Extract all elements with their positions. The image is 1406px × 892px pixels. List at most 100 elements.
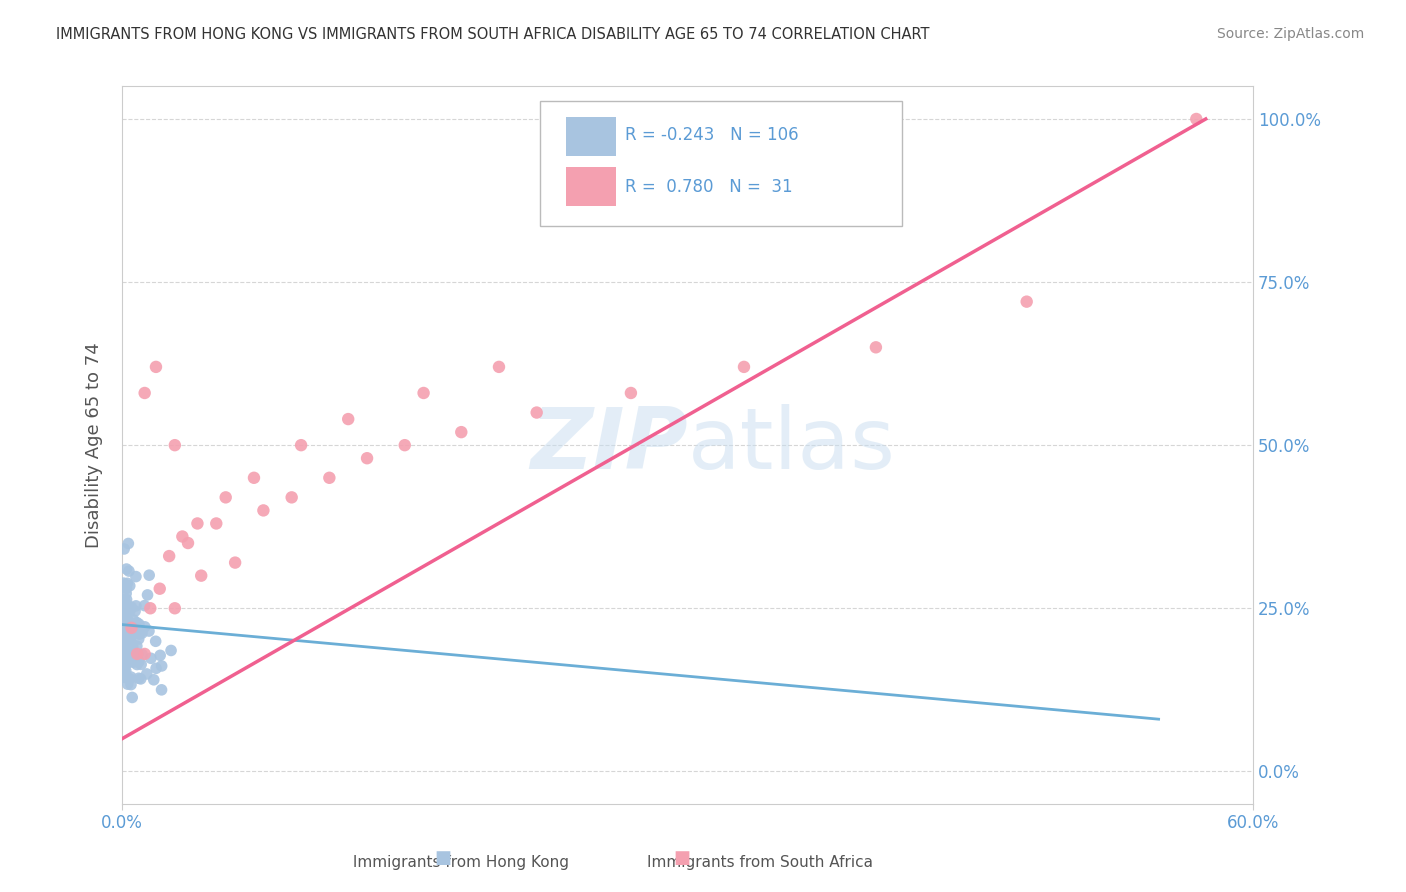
Point — [114, 617, 136, 632]
Point — [129, 672, 152, 686]
Point — [125, 657, 148, 672]
Point — [111, 614, 134, 628]
Point — [115, 562, 138, 576]
Point — [134, 599, 156, 613]
Point — [127, 647, 149, 661]
Point — [121, 640, 143, 654]
Point — [112, 613, 135, 627]
Point — [120, 670, 142, 684]
Point — [172, 529, 194, 543]
Point — [121, 626, 143, 640]
Point — [620, 386, 643, 401]
Point — [121, 653, 143, 667]
Point — [115, 611, 138, 625]
FancyBboxPatch shape — [540, 101, 903, 227]
Point — [125, 619, 148, 633]
Point — [150, 659, 173, 673]
Point — [112, 576, 135, 591]
Point — [280, 491, 302, 505]
Point — [117, 576, 139, 591]
Point — [125, 599, 148, 613]
Point — [112, 611, 135, 625]
Point — [145, 359, 167, 374]
Point — [111, 600, 134, 615]
Point — [112, 592, 135, 607]
Point — [114, 625, 136, 640]
Point — [111, 602, 134, 616]
Point — [124, 648, 146, 662]
Point — [111, 612, 134, 626]
Point — [224, 556, 246, 570]
Point — [120, 634, 142, 648]
Point — [488, 359, 510, 374]
Point — [128, 627, 150, 641]
Point — [145, 661, 167, 675]
FancyBboxPatch shape — [567, 168, 616, 206]
Point — [122, 613, 145, 627]
Point — [394, 438, 416, 452]
Point — [205, 516, 228, 531]
Point — [121, 690, 143, 705]
Point — [112, 597, 135, 611]
Point — [112, 596, 135, 610]
Point — [121, 621, 143, 635]
Text: R =  0.780   N =  31: R = 0.780 N = 31 — [626, 178, 793, 196]
Point — [215, 491, 238, 505]
Point — [114, 670, 136, 684]
Point — [142, 673, 165, 687]
Point — [125, 569, 148, 583]
Point — [115, 656, 138, 670]
Point — [134, 386, 156, 401]
Point — [118, 672, 141, 686]
Text: ZIP: ZIP — [530, 404, 688, 487]
Point — [149, 582, 172, 596]
Point — [318, 471, 340, 485]
Point — [114, 664, 136, 678]
Point — [115, 637, 138, 651]
Point — [121, 624, 143, 639]
Point — [128, 617, 150, 632]
Point — [356, 451, 378, 466]
Point — [117, 655, 139, 669]
Point — [865, 340, 887, 354]
Point — [115, 599, 138, 613]
Point — [115, 582, 138, 596]
Point — [111, 613, 134, 627]
Point — [290, 438, 312, 452]
Point — [118, 579, 141, 593]
Point — [112, 541, 135, 556]
Point — [145, 634, 167, 648]
Point — [120, 600, 142, 615]
Point — [128, 655, 150, 669]
Point — [122, 655, 145, 669]
Point — [120, 643, 142, 657]
Point — [114, 663, 136, 677]
Point — [163, 601, 186, 615]
Point — [412, 386, 434, 401]
Point — [114, 615, 136, 629]
Point — [138, 624, 160, 638]
Point — [117, 677, 139, 691]
Text: IMMIGRANTS FROM HONG KONG VS IMMIGRANTS FROM SOUTH AFRICA DISABILITY AGE 65 TO 7: IMMIGRANTS FROM HONG KONG VS IMMIGRANTS … — [56, 27, 929, 42]
Point — [120, 678, 142, 692]
FancyBboxPatch shape — [567, 117, 616, 156]
Point — [115, 629, 138, 643]
Point — [115, 620, 138, 634]
Point — [115, 624, 138, 638]
Point — [112, 614, 135, 628]
Point — [115, 586, 138, 600]
Point — [149, 648, 172, 663]
Point — [243, 471, 266, 485]
Point — [177, 536, 200, 550]
Text: Source: ZipAtlas.com: Source: ZipAtlas.com — [1216, 27, 1364, 41]
Point — [114, 614, 136, 628]
Point — [121, 644, 143, 658]
Text: ■: ■ — [434, 849, 451, 867]
Point — [135, 667, 157, 681]
Text: atlas: atlas — [688, 404, 896, 487]
Point — [124, 604, 146, 618]
Point — [190, 568, 212, 582]
Point — [138, 568, 160, 582]
Point — [163, 438, 186, 452]
Point — [111, 601, 134, 615]
